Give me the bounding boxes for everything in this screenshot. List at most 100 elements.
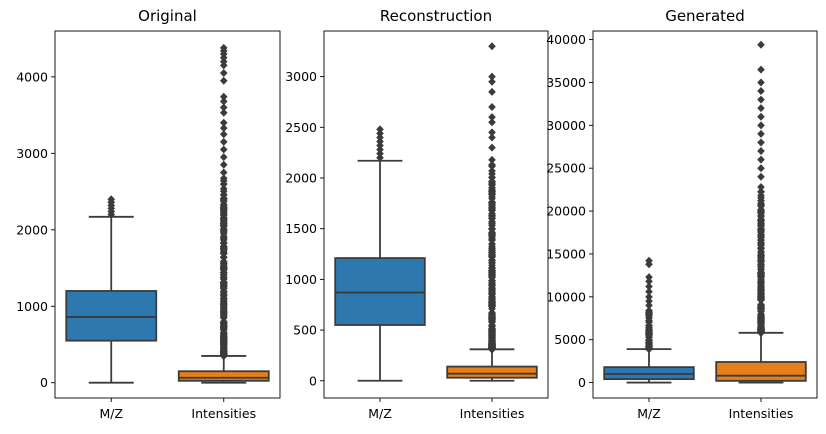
y-tick-label: 15000 — [546, 246, 586, 261]
chart-panel-2: Reconstruction 0 500 1000 1500 2000 2500 3000 M/… — [285, 7, 549, 421]
outlier-point — [488, 190, 496, 199]
y-tick-label: 35000 — [546, 75, 586, 90]
outlier-point — [757, 316, 765, 325]
outlier-point — [757, 78, 765, 87]
outlier-point — [757, 87, 765, 96]
outlier-point — [757, 121, 765, 130]
outlier-point — [757, 129, 765, 138]
outlier-point — [219, 257, 228, 266]
outlier-point — [757, 249, 765, 258]
outlier-point — [219, 253, 228, 262]
outlier-point — [645, 321, 653, 330]
outlier-point — [488, 300, 496, 309]
outlier-point — [645, 256, 653, 265]
y-tick-label: 1000 — [16, 299, 48, 314]
y-tick-label: 10000 — [546, 289, 586, 304]
outlier-point — [488, 72, 496, 81]
outlier-point — [488, 256, 496, 265]
outlier-point — [757, 228, 765, 237]
outlier-point — [219, 321, 228, 330]
outlier-point — [757, 193, 765, 202]
outlier-point — [757, 40, 765, 49]
x-tick-label: Intensities — [460, 406, 525, 421]
y-tick-label: 40000 — [546, 32, 586, 47]
x-tick-label: M/Z — [99, 406, 123, 421]
iqr-box — [715, 361, 807, 382]
outlier-point — [757, 104, 765, 113]
outlier-point — [219, 245, 228, 254]
outlier-point — [488, 77, 496, 86]
chart-title: Original — [138, 7, 197, 25]
outlier-point — [757, 202, 765, 211]
outlier-point — [219, 103, 228, 112]
outlier-point — [488, 336, 496, 345]
outlier-point — [488, 286, 496, 295]
x-tick-label: Intensities — [191, 406, 256, 421]
outlier-point — [488, 155, 496, 164]
outlier-point — [219, 284, 228, 293]
iqr-box — [446, 365, 538, 379]
outlier-point — [219, 130, 228, 139]
box-intensities — [446, 42, 538, 382]
outlier-point — [488, 244, 496, 253]
plot-frame — [323, 30, 549, 399]
y-tick-label: 5000 — [554, 332, 586, 347]
outlier-point — [488, 180, 496, 189]
y-tick-label: 4000 — [16, 69, 48, 84]
outlier-point — [757, 172, 765, 181]
outlier-point — [488, 198, 496, 207]
outlier-point — [219, 216, 228, 225]
chart-title: Reconstruction — [380, 7, 492, 25]
outlier-point — [488, 325, 496, 334]
outlier-point — [219, 229, 228, 238]
outlier-point — [757, 289, 765, 298]
y-tick-label: 1000 — [285, 272, 317, 287]
outlier-point — [757, 217, 765, 226]
y-tick-label: 2000 — [16, 222, 48, 237]
outlier-point — [219, 108, 228, 117]
y-tick-label: 1500 — [285, 221, 317, 236]
box-intensities — [715, 40, 807, 384]
outlier-point — [488, 143, 496, 152]
outlier-point — [219, 124, 228, 133]
outlier-point — [757, 187, 765, 196]
outlier-point — [219, 203, 228, 212]
box-mz — [65, 195, 158, 384]
outlier-point — [757, 183, 765, 192]
outlier-point — [219, 273, 228, 282]
outlier-point — [645, 297, 653, 306]
outlier-point — [219, 209, 228, 218]
outlier-point — [219, 298, 228, 307]
outlier-point — [219, 153, 228, 162]
outlier-point — [488, 118, 496, 127]
iqr-box — [177, 370, 270, 382]
outlier-point — [488, 219, 496, 228]
outlier-point — [645, 329, 653, 338]
outlier-point — [488, 42, 496, 51]
outlier-point — [488, 214, 496, 223]
outlier-point — [757, 112, 765, 121]
outlier-point — [757, 206, 765, 215]
outlier-point — [107, 195, 116, 204]
outlier-point — [219, 311, 228, 320]
outlier-point — [488, 313, 496, 322]
outlier-point — [219, 168, 228, 177]
outlier-point — [645, 311, 653, 320]
outlier-point — [645, 273, 653, 282]
outlier-point — [219, 69, 228, 78]
outlier-point — [376, 153, 384, 162]
outlier-point — [488, 228, 496, 237]
outlier-point — [219, 43, 228, 52]
outlier-point — [645, 301, 653, 310]
outlier-point — [219, 76, 228, 85]
chart-panel-3: Generated 0 5000 10000 15000 20000 25000 30000 3… — [546, 7, 818, 421]
outlier-point — [488, 113, 496, 122]
box-mz — [603, 256, 695, 384]
outlier-point — [757, 164, 765, 173]
outlier-point — [488, 281, 496, 290]
y-tick-label: 2500 — [285, 120, 317, 135]
outlier-point — [376, 145, 384, 154]
outlier-point — [219, 187, 228, 196]
outlier-point — [757, 155, 765, 164]
